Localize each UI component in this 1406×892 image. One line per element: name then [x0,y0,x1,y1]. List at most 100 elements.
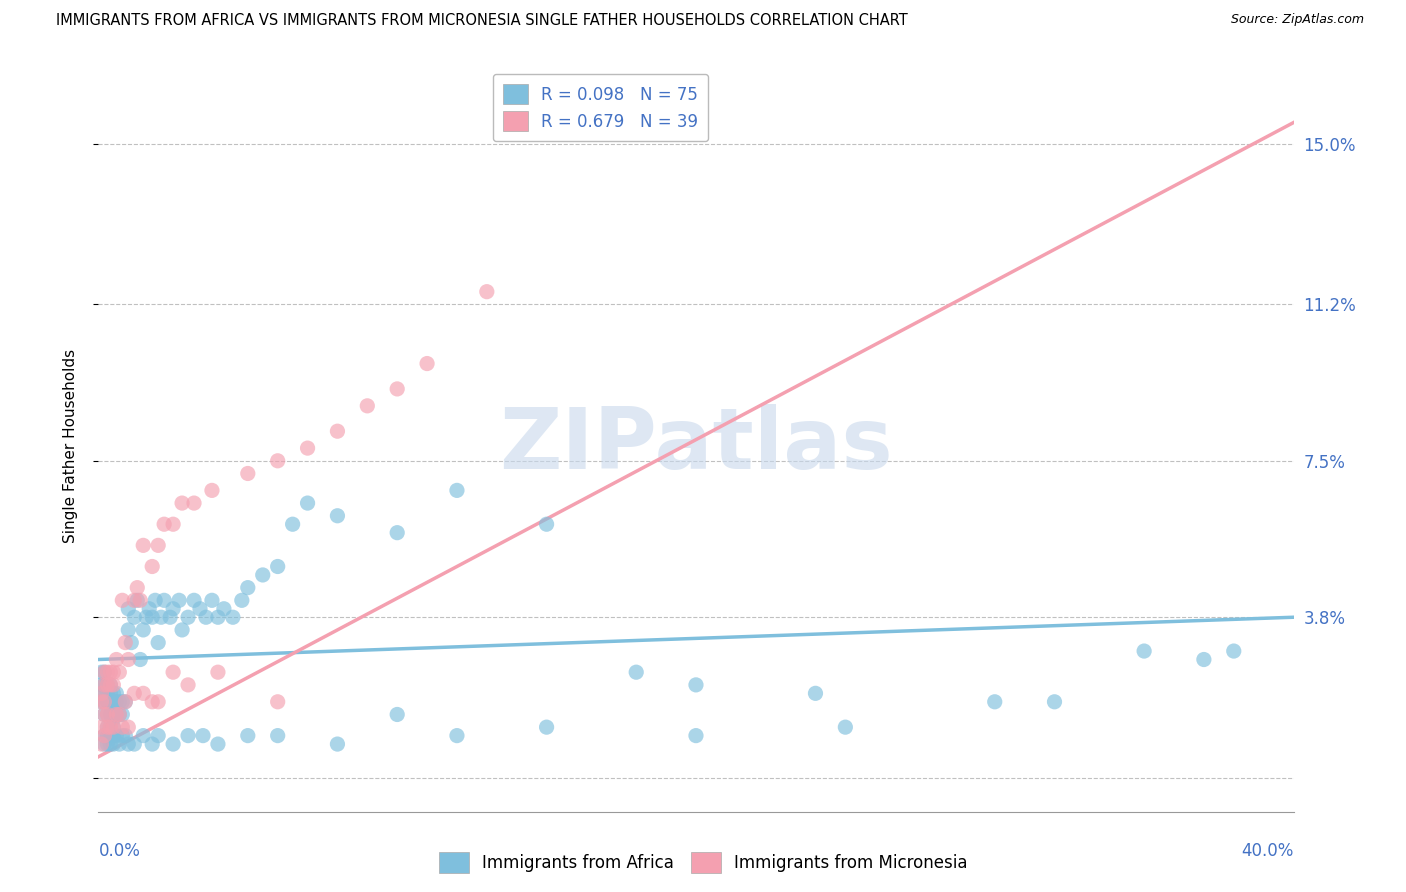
Point [114,729,136,743]
Point [105,707,128,722]
Point [207,737,229,751]
Point [201,483,224,498]
Point [98,686,122,700]
Point [267,695,290,709]
Point [162,517,184,532]
Point [129,593,152,607]
Point [96,678,118,692]
Point [252,568,274,582]
Point [267,559,290,574]
Point [93,678,115,692]
Point [96,737,118,751]
Point [103,729,125,743]
Point [96,720,118,734]
Legend: R = 0.098   N = 75, R = 0.679   N = 39: R = 0.098 N = 75, R = 0.679 N = 39 [492,74,709,141]
Point [177,678,200,692]
Point [93,707,115,722]
Point [1192,652,1215,666]
Point [124,737,146,751]
Point [281,517,304,532]
Point [172,496,194,510]
Point [108,707,131,722]
Point [117,737,139,751]
Point [108,695,131,709]
Point [148,729,170,743]
Point [114,635,136,649]
Point [103,712,125,726]
Point [1223,644,1246,658]
Point [90,737,112,751]
Point [536,720,558,734]
Point [114,695,136,709]
Point [536,517,558,532]
Text: ZIPatlas: ZIPatlas [499,404,893,488]
Point [96,678,118,692]
Point [1133,644,1156,658]
Point [236,729,259,743]
Point [93,707,115,722]
Point [834,720,856,734]
Point [159,610,181,624]
Point [236,467,259,481]
Point [356,399,378,413]
Point [103,703,125,717]
Point [326,424,349,438]
Text: 0.0%: 0.0% [98,842,141,860]
Point [132,686,155,700]
Point [1043,695,1066,709]
Point [90,695,112,709]
Point [385,525,409,540]
Point [93,729,115,743]
Point [111,729,134,743]
Point [446,483,468,498]
Point [93,695,115,709]
Point [96,707,118,722]
Point [103,695,125,709]
Point [96,686,118,700]
Legend: Immigrants from Africa, Immigrants from Micronesia: Immigrants from Africa, Immigrants from … [432,846,974,880]
Point [117,601,139,615]
Point [148,695,170,709]
Text: Source: ZipAtlas.com: Source: ZipAtlas.com [1230,13,1364,27]
Point [201,593,224,607]
Point [90,665,112,680]
Point [96,707,118,722]
Point [111,720,134,734]
Point [114,695,136,709]
Point [124,593,146,607]
Point [120,635,142,649]
Point [96,695,118,709]
Point [267,454,290,468]
Point [90,695,112,709]
Point [117,720,139,734]
Point [326,508,349,523]
Point [103,720,125,734]
Point [96,729,118,743]
Point [207,610,229,624]
Point [138,601,160,615]
Point [93,678,115,692]
Point [148,635,170,649]
Point [188,601,211,615]
Point [90,678,112,692]
Point [129,652,152,666]
Point [103,665,125,680]
Point [446,729,468,743]
Point [172,623,194,637]
Point [103,737,125,751]
Point [93,729,115,743]
Point [162,601,184,615]
Point [183,593,205,607]
Point [177,729,200,743]
Point [162,665,184,680]
Point [98,729,122,743]
Point [108,737,131,751]
Point [385,707,409,722]
Point [195,610,218,624]
Point [167,593,190,607]
Point [98,707,122,722]
Point [103,720,125,734]
Point [93,665,115,680]
Point [127,581,149,595]
Point [124,686,146,700]
